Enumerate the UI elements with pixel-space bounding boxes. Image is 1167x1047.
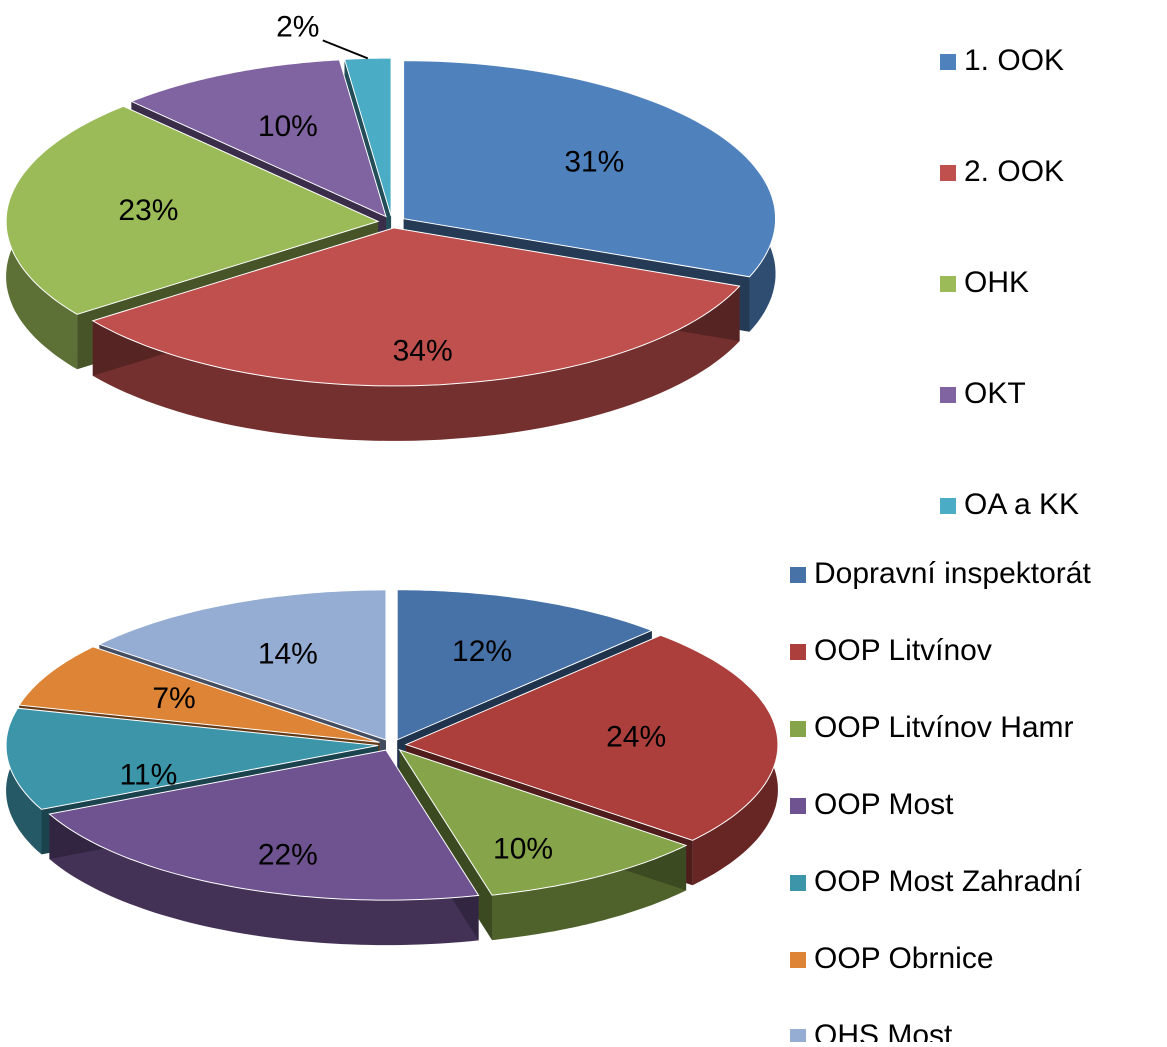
legend-swatch (790, 798, 806, 814)
legend-label: OOP Most (814, 788, 954, 821)
legend-label: OOP Most Zahradní (814, 865, 1083, 898)
slice (5, 105, 380, 315)
data-label: 12% (452, 635, 512, 668)
legend-swatch (940, 165, 956, 181)
slice-side (92, 286, 740, 441)
legend-label: OHS Most (814, 1019, 953, 1042)
legend-swatch (790, 721, 806, 737)
data-label: 7% (152, 682, 195, 715)
data-label: 31% (564, 146, 624, 179)
data-label: 14% (258, 638, 318, 671)
slice (5, 707, 379, 810)
legend-label: OKT (964, 377, 1026, 410)
legend-swatch (940, 276, 956, 292)
data-label: 34% (393, 335, 453, 368)
legend-swatch (790, 1029, 806, 1045)
slice (403, 60, 776, 278)
slice-side (49, 814, 479, 946)
legend-label: OOP Obrnice (814, 942, 994, 975)
data-label: 11% (120, 759, 178, 792)
legend-swatch (790, 567, 806, 583)
legend-label: 1. OOK (964, 44, 1064, 77)
data-label: 10% (493, 833, 553, 866)
data-label: 2% (276, 10, 319, 43)
data-label: 10% (258, 110, 318, 143)
data-label: 24% (606, 721, 666, 754)
legend-label: 2. OOK (964, 155, 1064, 188)
data-label: 23% (118, 194, 178, 227)
legend-swatch (790, 875, 806, 891)
legend-swatch (940, 54, 956, 70)
slice (398, 748, 688, 896)
slice (91, 227, 741, 387)
legend-label: OHK (964, 266, 1029, 299)
legend-label: OA a KK (964, 488, 1079, 521)
leader-line (322, 39, 369, 60)
legend-label: Dopravní inspektorát (814, 557, 1091, 590)
slice (343, 57, 392, 217)
slice (130, 59, 387, 218)
slice (404, 634, 779, 841)
slice (98, 589, 387, 741)
legend-swatch (940, 387, 956, 403)
data-label: 22% (258, 839, 318, 872)
legend-swatch (790, 644, 806, 660)
legend-label: OOP Litvínov Hamr (814, 711, 1074, 744)
slice (48, 749, 480, 901)
legend-label: OOP Litvínov (814, 634, 992, 667)
slice (396, 589, 654, 741)
slice (18, 646, 380, 743)
legend-swatch (940, 498, 956, 514)
legend-swatch (790, 952, 806, 968)
